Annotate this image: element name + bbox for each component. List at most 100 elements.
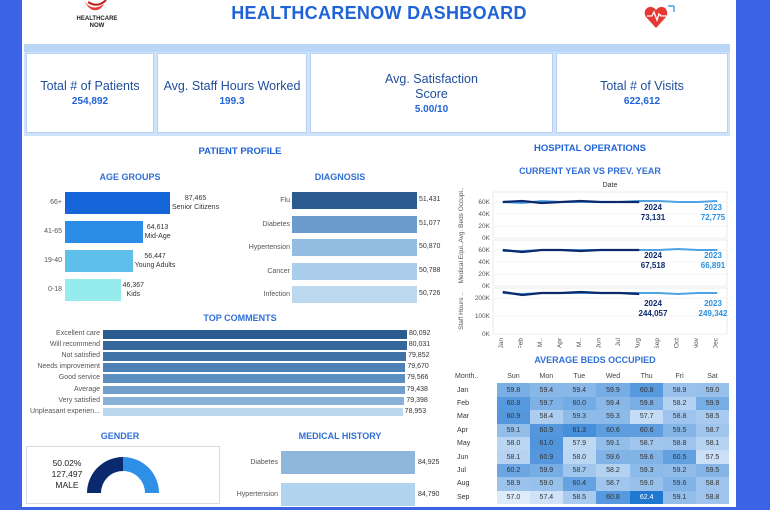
heartbeat-icon [644,5,675,28]
age-group-value: 87,465 Senior Citizens [172,194,219,212]
page-title: HEALTHCARENOW DASHBOARD [231,3,527,23]
trend-month-label: Jan [498,338,505,348]
age-group-count: 87,465 [184,195,207,202]
trend-month-label: Feb [517,338,524,348]
beds-month-label: Mar [457,413,470,421]
trend-current-year: 2024 [644,203,662,212]
healthcare-logo-icon [84,0,107,11]
age-group-label: 66+ [50,199,62,206]
patient-profile-title: PATIENT PROFILE [198,146,282,157]
kpi-value: 254,892 [71,96,109,107]
trend-tick-label: 100K [475,313,491,320]
age-group-sub: Kids [126,291,141,298]
beds-cell: 60.8 [595,490,631,504]
trend-current-year: 2024 [644,251,662,260]
kpi-value: 5.00/10 [414,103,449,115]
age-groups-title: AGE GROUPS [99,172,161,182]
diagnosis-value: 51,431 [419,196,441,203]
kpi-total-patients: Total # of Patients 254,892 [26,53,154,133]
comment-label: Not satisfied [61,352,100,360]
beds-cell: 59.8 [630,396,664,411]
gender-donut [87,457,159,493]
gender-panel: 50.02% 127,497 MALE [26,446,220,504]
diagnosis-label: Flu [280,197,290,204]
beds-cell: 57.7 [630,410,664,424]
beds-day-header: Mon [539,373,554,381]
beds-cell: 60.4 [562,477,596,491]
beds-cell: 60.8 [630,383,664,397]
beds-month-label: Sep [457,493,470,501]
trend-current-year-line [502,248,640,254]
medical-history-label: Hypertension [236,491,278,498]
medical-history-bar [281,451,415,474]
beds-month-header: Month.. [455,373,479,381]
beds-month-label: Apr [457,426,468,434]
diagnosis-value: 51,077 [419,219,441,227]
trend-tick-label: 60K [478,247,490,254]
beds-cell: 58.7 [562,463,596,478]
beds-month-label: Feb [457,399,470,407]
beds-row: Apr 59.1 60.9 61.3 60.6 60.6 59.5 58.7 [455,423,729,437]
beds-heatmap: Month.. Sun Mon Tue Wed Thu Fri Sat Jan 59.8 59.4 5… [455,370,729,504]
age-group-bar [65,250,133,272]
kpi-value: 622,612 [623,96,661,107]
trend-chart: Avg. Beds Occupi.. 60K40K20K0K202473,1312… [458,188,728,348]
beds-cell: 59.0 [630,477,664,491]
gender-male-count: 127,497 [51,469,83,479]
beds-cell: 59.0 [529,477,563,491]
diagnosis-value: 50,726 [419,290,441,297]
trend-tick-label: 200K [475,295,491,302]
trend-current-year-line [502,290,640,297]
comment-bar [103,374,405,383]
trend-axis-label: Avg. Beds Occupi.. [458,188,465,243]
comment-label: Excellent care [56,330,100,337]
medical-history-label: Diabetes [250,459,278,466]
beds-cell: 59.4 [529,383,563,397]
beds-day-header: Sun [507,373,520,381]
age-group-label: 0-18 [47,286,62,293]
kpi-total-visits: Total # of Visits 622,612 [556,53,728,133]
beds-row: Jan 59.8 59.4 59.4 59.9 60.8 58.9 59.0 [455,383,729,397]
trend-month-label: Apr [556,337,563,348]
kpi-satisfaction: Avg. Satisfaction Score 5.00/10 [310,53,553,133]
beds-cell: 58.2 [663,396,697,411]
kpi-label: Avg. Satisfaction Score [385,71,478,101]
diagnosis-value: 50,870 [419,243,441,250]
beds-cell: 59.1 [497,423,530,437]
comment-label: Average [74,385,100,393]
beds-cell: 59.3 [630,463,664,478]
age-group-label: 41-65 [44,228,62,235]
beds-cell: 60.0 [562,396,596,411]
comment-label: Very satisfied [58,396,100,404]
age-group-value: 64,613 Mid-Age [145,223,171,241]
comment-bar [103,407,403,417]
diagnosis-label: Diabetes [262,220,290,228]
beds-month-label: Aug [457,480,470,488]
comment-value: 78,953 [404,407,427,415]
comment-value: 79,852 [408,352,430,360]
kpi-label: Total # of Visits [600,79,684,93]
trend-month-label: Jul [615,337,622,346]
comment-value: 79,566 [407,374,429,382]
beds-cell: 59.6 [595,450,631,464]
beds-day-header: Tue [573,373,586,381]
age-group-bar [65,192,170,214]
x-axis-header: Date [602,182,618,189]
trend-prev-value: 72,775 [701,213,726,222]
beds-row: Jul 60.2 59.9 58.7 58.2 59.3 59.2 59.5 [455,463,729,478]
comment-bar [103,330,407,339]
trend-tick-label: 0K [482,235,491,242]
beds-month-label: Jul [457,466,466,474]
trend-current-value: 67,518 [641,261,666,270]
kpi-staff-hours: Avg. Staff Hours Worked 199.3 [157,53,307,133]
trend-month-label: M.. [537,338,544,347]
trend-month-label: Sep [654,338,661,348]
beds-cell: 57.0 [497,490,530,504]
trend-prev-value: 66,891 [701,261,726,270]
beds-day-header: Thu [640,373,653,381]
diagnosis-bar [292,239,417,256]
trend-tick-label: 40K [478,211,490,218]
age-group-sub: Mid-Age [144,233,171,240]
